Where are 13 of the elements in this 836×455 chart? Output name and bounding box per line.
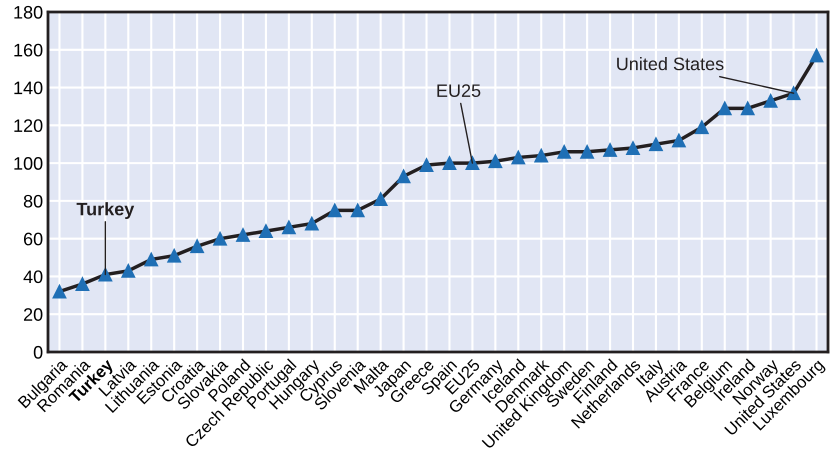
y-tick-label: 0	[34, 346, 42, 359]
annotation: United States	[617, 57, 724, 70]
annotation: Turkey	[76, 202, 134, 219]
y-tick-label: 60	[24, 232, 42, 246]
y-tick-label: 140	[14, 81, 42, 94]
y-tick-label: 20	[24, 308, 42, 321]
y-tick-label: 80	[24, 194, 42, 208]
y-tick-label: 120	[14, 119, 42, 132]
annotation: EU25	[437, 84, 480, 98]
y-tick-label: 160	[14, 44, 42, 56]
y-tick-label: 100	[14, 157, 42, 170]
y-tick-label: 40	[23, 270, 42, 284]
y-tick-label: 180	[14, 6, 42, 19]
